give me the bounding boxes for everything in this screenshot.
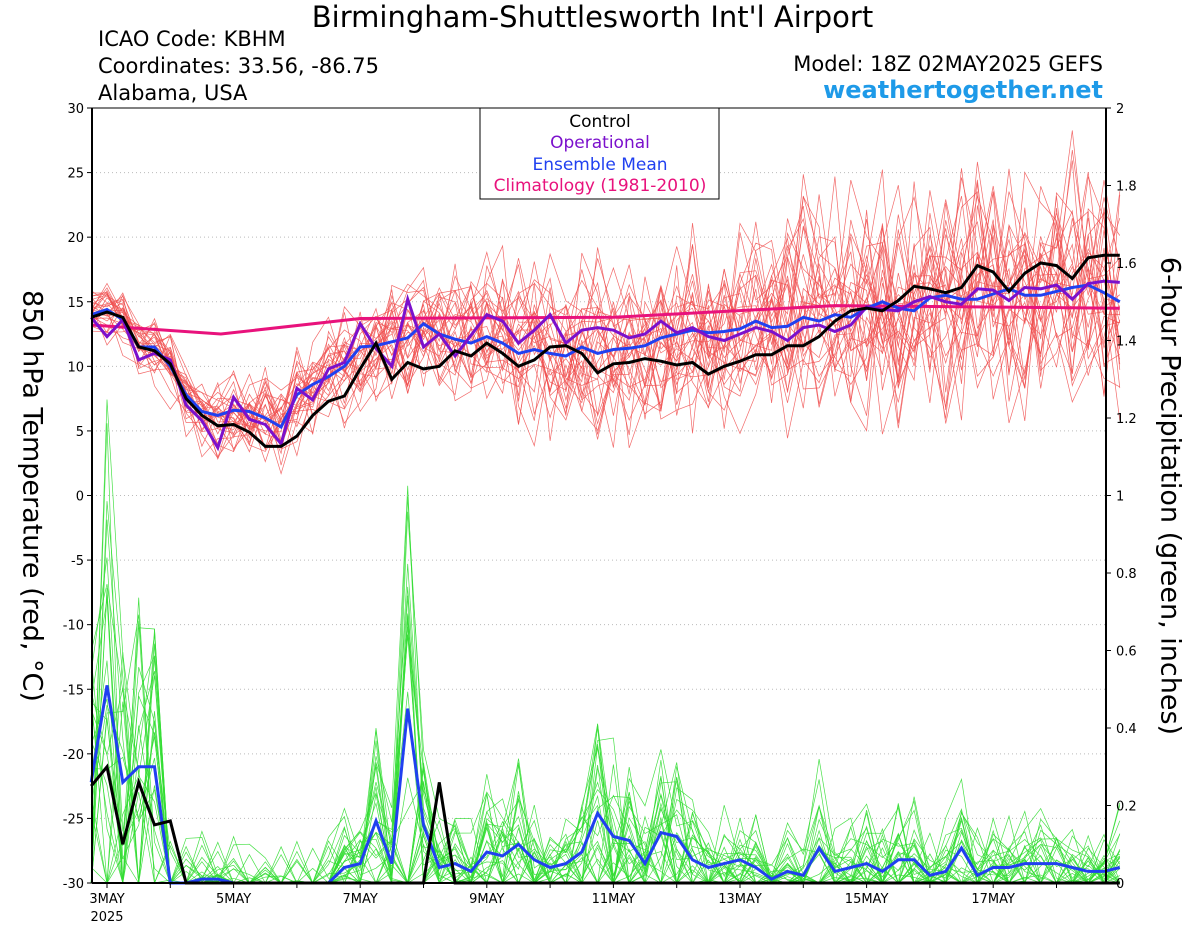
y-tick-label-left: -10: [63, 619, 84, 634]
member-precip-line: [90, 519, 1120, 884]
y-tick-label-right: 1.8: [1116, 180, 1137, 195]
y-tick-label-right: 0.8: [1116, 567, 1137, 582]
y-axis-label-left: 850 hPa Temperature (red, °C): [16, 290, 48, 702]
y-tick-label-left: 10: [67, 360, 84, 375]
y-tick-label-left: -20: [63, 748, 84, 763]
y-tick-label-left: 5: [76, 425, 84, 440]
y-tick-label-right: 1: [1116, 490, 1124, 505]
coordinates: Coordinates: 33.56, -86.75: [98, 54, 379, 78]
y-tick-label-right: 1.6: [1116, 257, 1137, 272]
member-precip-line: [90, 660, 1120, 885]
y-tick-label-right: 2: [1116, 102, 1124, 117]
axes: 302520151050-5-10-15-20-25-3021.81.61.41…: [63, 102, 1137, 925]
member-precip-line: [90, 655, 1121, 885]
x-tick-label: 17MAY: [971, 892, 1015, 907]
y-tick-label-right: 0.2: [1116, 800, 1137, 815]
y-tick-label-left: 30: [67, 102, 84, 117]
member-temp-line: [91, 182, 1121, 455]
x-tick-label: 5MAY: [216, 892, 251, 907]
y-tick-label-right: 0.6: [1116, 645, 1137, 660]
member-temp-line: [91, 161, 1121, 441]
legend-control: Control: [569, 112, 630, 132]
y-tick-label-left: 20: [67, 231, 84, 246]
operational-temp-line: [90, 279, 1120, 452]
member-temp-line: [91, 207, 1121, 439]
x-tick-label: 3MAY: [89, 892, 124, 907]
member-temp-line: [91, 217, 1120, 435]
climatology-line: [91, 304, 1120, 336]
x-tick-sublabel: 2025: [90, 910, 123, 925]
ensemble-members-temperature: [90, 130, 1121, 475]
legend: Control Operational Ensemble Mean Climat…: [479, 107, 720, 200]
legend-box: [479, 107, 720, 200]
y-tick-label-right: 1.2: [1116, 412, 1137, 427]
legend-ensemble-mean: Ensemble Mean: [532, 155, 667, 175]
legend-climatology: Climatology (1981-2010): [494, 176, 707, 196]
chart-title: Birmingham-Shuttlesworth Int'l Airport: [311, 0, 874, 34]
y-tick-label-right: 1.4: [1116, 335, 1137, 350]
y-tick-label-right: 0: [1116, 877, 1124, 892]
x-tick-label: 7MAY: [343, 892, 378, 907]
member-temp-line: [90, 149, 1121, 452]
ensemble-mean-temp-line: [90, 283, 1121, 430]
y-tick-label-left: -15: [63, 683, 84, 698]
x-tick-label: 11MAY: [592, 892, 636, 907]
y-tick-label-left: 15: [67, 296, 84, 311]
y-tick-label-left: -5: [71, 554, 84, 569]
y-tick-label-left: -25: [63, 812, 84, 827]
y-tick-label-left: -30: [63, 877, 84, 892]
y-tick-label-left: 25: [67, 167, 84, 182]
model-run: Model: 18Z 02MAY2025 GEFS: [793, 52, 1103, 76]
x-tick-label: 9MAY: [469, 892, 504, 907]
region: Alabama, USA: [98, 81, 248, 105]
icao-code: ICAO Code: KBHM: [98, 27, 286, 51]
y-axis-label-right: 6-hour Precipitation (green, inches): [1154, 256, 1186, 736]
x-tick-label: 13MAY: [718, 892, 762, 907]
y-tick-label-left: 0: [76, 490, 84, 505]
y-tick-label-right: 0.4: [1116, 722, 1137, 737]
member-precip-line: [90, 709, 1121, 885]
ensemble-members-precipitation: [90, 399, 1121, 885]
member-temp-line: [91, 197, 1121, 440]
x-tick-label: 15MAY: [845, 892, 889, 907]
site-link[interactable]: weathertogether.net: [823, 76, 1103, 104]
grid-lines: [92, 172, 1106, 819]
legend-operational: Operational: [550, 133, 650, 153]
control-temp-line: [90, 253, 1120, 448]
